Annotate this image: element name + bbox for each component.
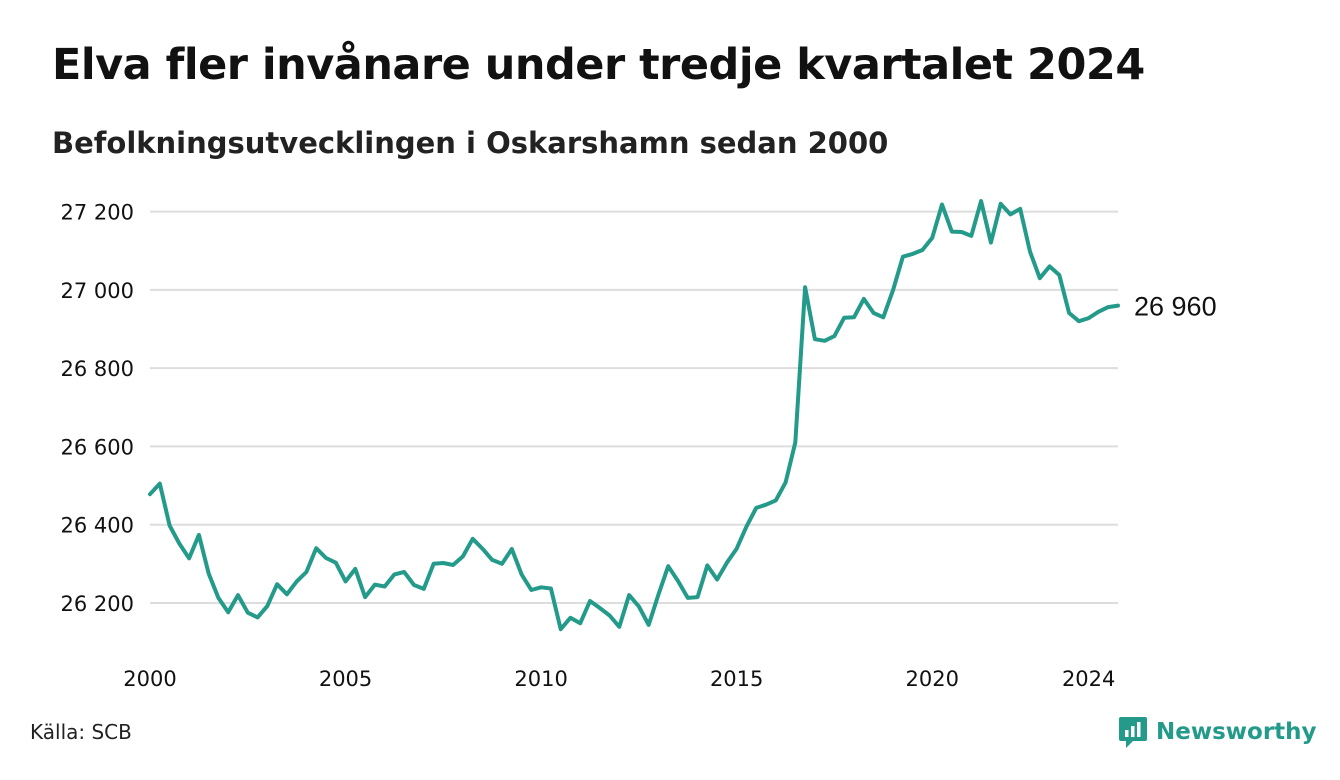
- x-tick-label: 2000: [123, 667, 176, 691]
- y-tick-label: 26 600: [61, 435, 134, 459]
- y-tick-label: 27 200: [61, 201, 134, 225]
- y-tick-label: 27 000: [61, 279, 134, 303]
- brand-logo: Newsworthy: [1118, 712, 1317, 752]
- x-axis-tick-labels: 2000 2005 2010 2015 2020 2024: [123, 667, 1115, 691]
- newsworthy-logo-icon: [1119, 717, 1147, 748]
- y-tick-label: 26 800: [61, 357, 134, 381]
- x-tick-label: 2024: [1062, 667, 1115, 691]
- y-axis-tick-labels: 26 200 26 400 26 600 26 800 27 000 27 200: [61, 201, 134, 616]
- line-chart: 26 200 26 400 26 600 26 800 27 000 27 200 200…: [61, 199, 1217, 691]
- x-tick-label: 2015: [710, 667, 763, 691]
- brand-name: Newsworthy: [1156, 719, 1317, 745]
- chart-subtitle: Befolkningsutvecklingen i Oskarshamn sed…: [52, 126, 889, 160]
- x-tick-label: 2005: [319, 667, 372, 691]
- series-line: [148, 199, 1120, 632]
- x-tick-label: 2020: [905, 667, 958, 691]
- y-tick-label: 26 400: [61, 514, 134, 538]
- grid-lines: [150, 210, 1118, 604]
- y-tick-label: 26 200: [61, 592, 134, 616]
- end-value-label: 26 960: [1134, 292, 1217, 322]
- source-note: Källa: SCB: [30, 720, 132, 744]
- chart-title: Elva fler invånare under tredje kvartale…: [52, 40, 1145, 90]
- x-tick-label: 2010: [514, 667, 567, 691]
